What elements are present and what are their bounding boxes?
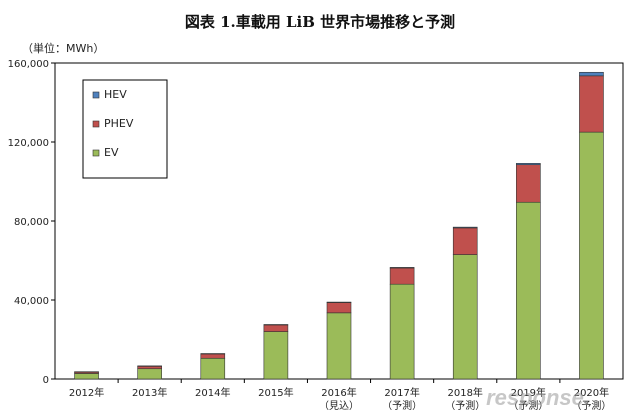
- bar-segment-hev: [389, 267, 415, 269]
- bar-segment-hev: [516, 163, 541, 166]
- x-tick-sublabel: （見込）: [319, 400, 359, 412]
- x-tick-sublabel: （予測）: [571, 399, 611, 412]
- bar-segment-hev: [263, 324, 289, 326]
- y-tick-label: 80,000: [14, 217, 49, 228]
- bar-segment-ev: [516, 201, 541, 380]
- bar-segment-hev: [452, 226, 478, 229]
- x-tick-label: 2016年: [321, 386, 356, 399]
- bar-segment-hev: [200, 353, 226, 355]
- bar-segment-ev: [452, 254, 478, 380]
- bars: [74, 71, 604, 380]
- bar-segment-ev: [263, 331, 289, 380]
- bar-segment-ev: [579, 131, 604, 380]
- legend: HEV PHEV EV: [82, 79, 168, 179]
- x-tick-label: 2019年: [511, 386, 546, 399]
- bar-segment-phev: [452, 227, 478, 255]
- y-axis: 0 40,000 80,000 120,000 160,000: [8, 59, 55, 386]
- bar-segment-ev: [137, 368, 162, 380]
- x-tick-label: 2012年: [69, 386, 104, 399]
- x-tick-sublabel: （予測）: [445, 399, 485, 412]
- bar-segment-phev: [579, 75, 604, 133]
- x-tick-label: 2013年: [132, 386, 167, 399]
- bar-segment-ev: [200, 357, 226, 380]
- x-tick-label: 2020年: [574, 386, 609, 399]
- bar-segment-phev: [200, 353, 226, 359]
- y-tick-label: 120,000: [8, 138, 49, 149]
- bar-segment-hev: [137, 365, 162, 367]
- x-tick-label: 2014年: [195, 386, 230, 399]
- x-tick-sublabel: （予測）: [508, 399, 548, 412]
- bar-segment-ev: [389, 283, 415, 380]
- legend-swatch-phev: [92, 120, 100, 128]
- x-tick-label: 2015年: [258, 386, 293, 399]
- bar-segment-ev: [326, 312, 352, 380]
- bar-segment-phev: [516, 164, 541, 203]
- bar-segment-phev: [263, 324, 289, 332]
- bar-segment-ev: [74, 373, 99, 380]
- y-tick-label: 160,000: [8, 59, 49, 70]
- bar-segment-phev: [326, 302, 352, 314]
- bar-segment-phev: [389, 267, 415, 285]
- x-axis: 2012年 2013年 2014年 2015年 2016年（見込）2017年（予測）20…: [69, 379, 611, 412]
- x-tick-label: 2017年: [384, 386, 419, 399]
- chart-title: 図表 1.車載用 LiB 世界市場推移と予測: [185, 13, 455, 31]
- legend-label-phev: PHEV: [104, 117, 134, 130]
- bar-segment-hev: [579, 71, 604, 77]
- y-tick-label: 40,000: [14, 296, 49, 307]
- x-tick-sublabel: （予測）: [382, 399, 422, 412]
- legend-swatch-hev: [92, 91, 100, 99]
- y-tick-label: 0: [43, 375, 49, 386]
- legend-swatch-ev: [92, 149, 100, 157]
- bar-segment-hev: [326, 301, 352, 303]
- bar-segment-hev: [74, 371, 99, 373]
- unit-label: （単位：MWh）: [22, 41, 104, 55]
- legend-label-hev: HEV: [104, 88, 127, 101]
- x-tick-label: 2018年: [447, 386, 482, 399]
- watermark: response.: [486, 385, 590, 410]
- legend-label-ev: EV: [104, 146, 119, 159]
